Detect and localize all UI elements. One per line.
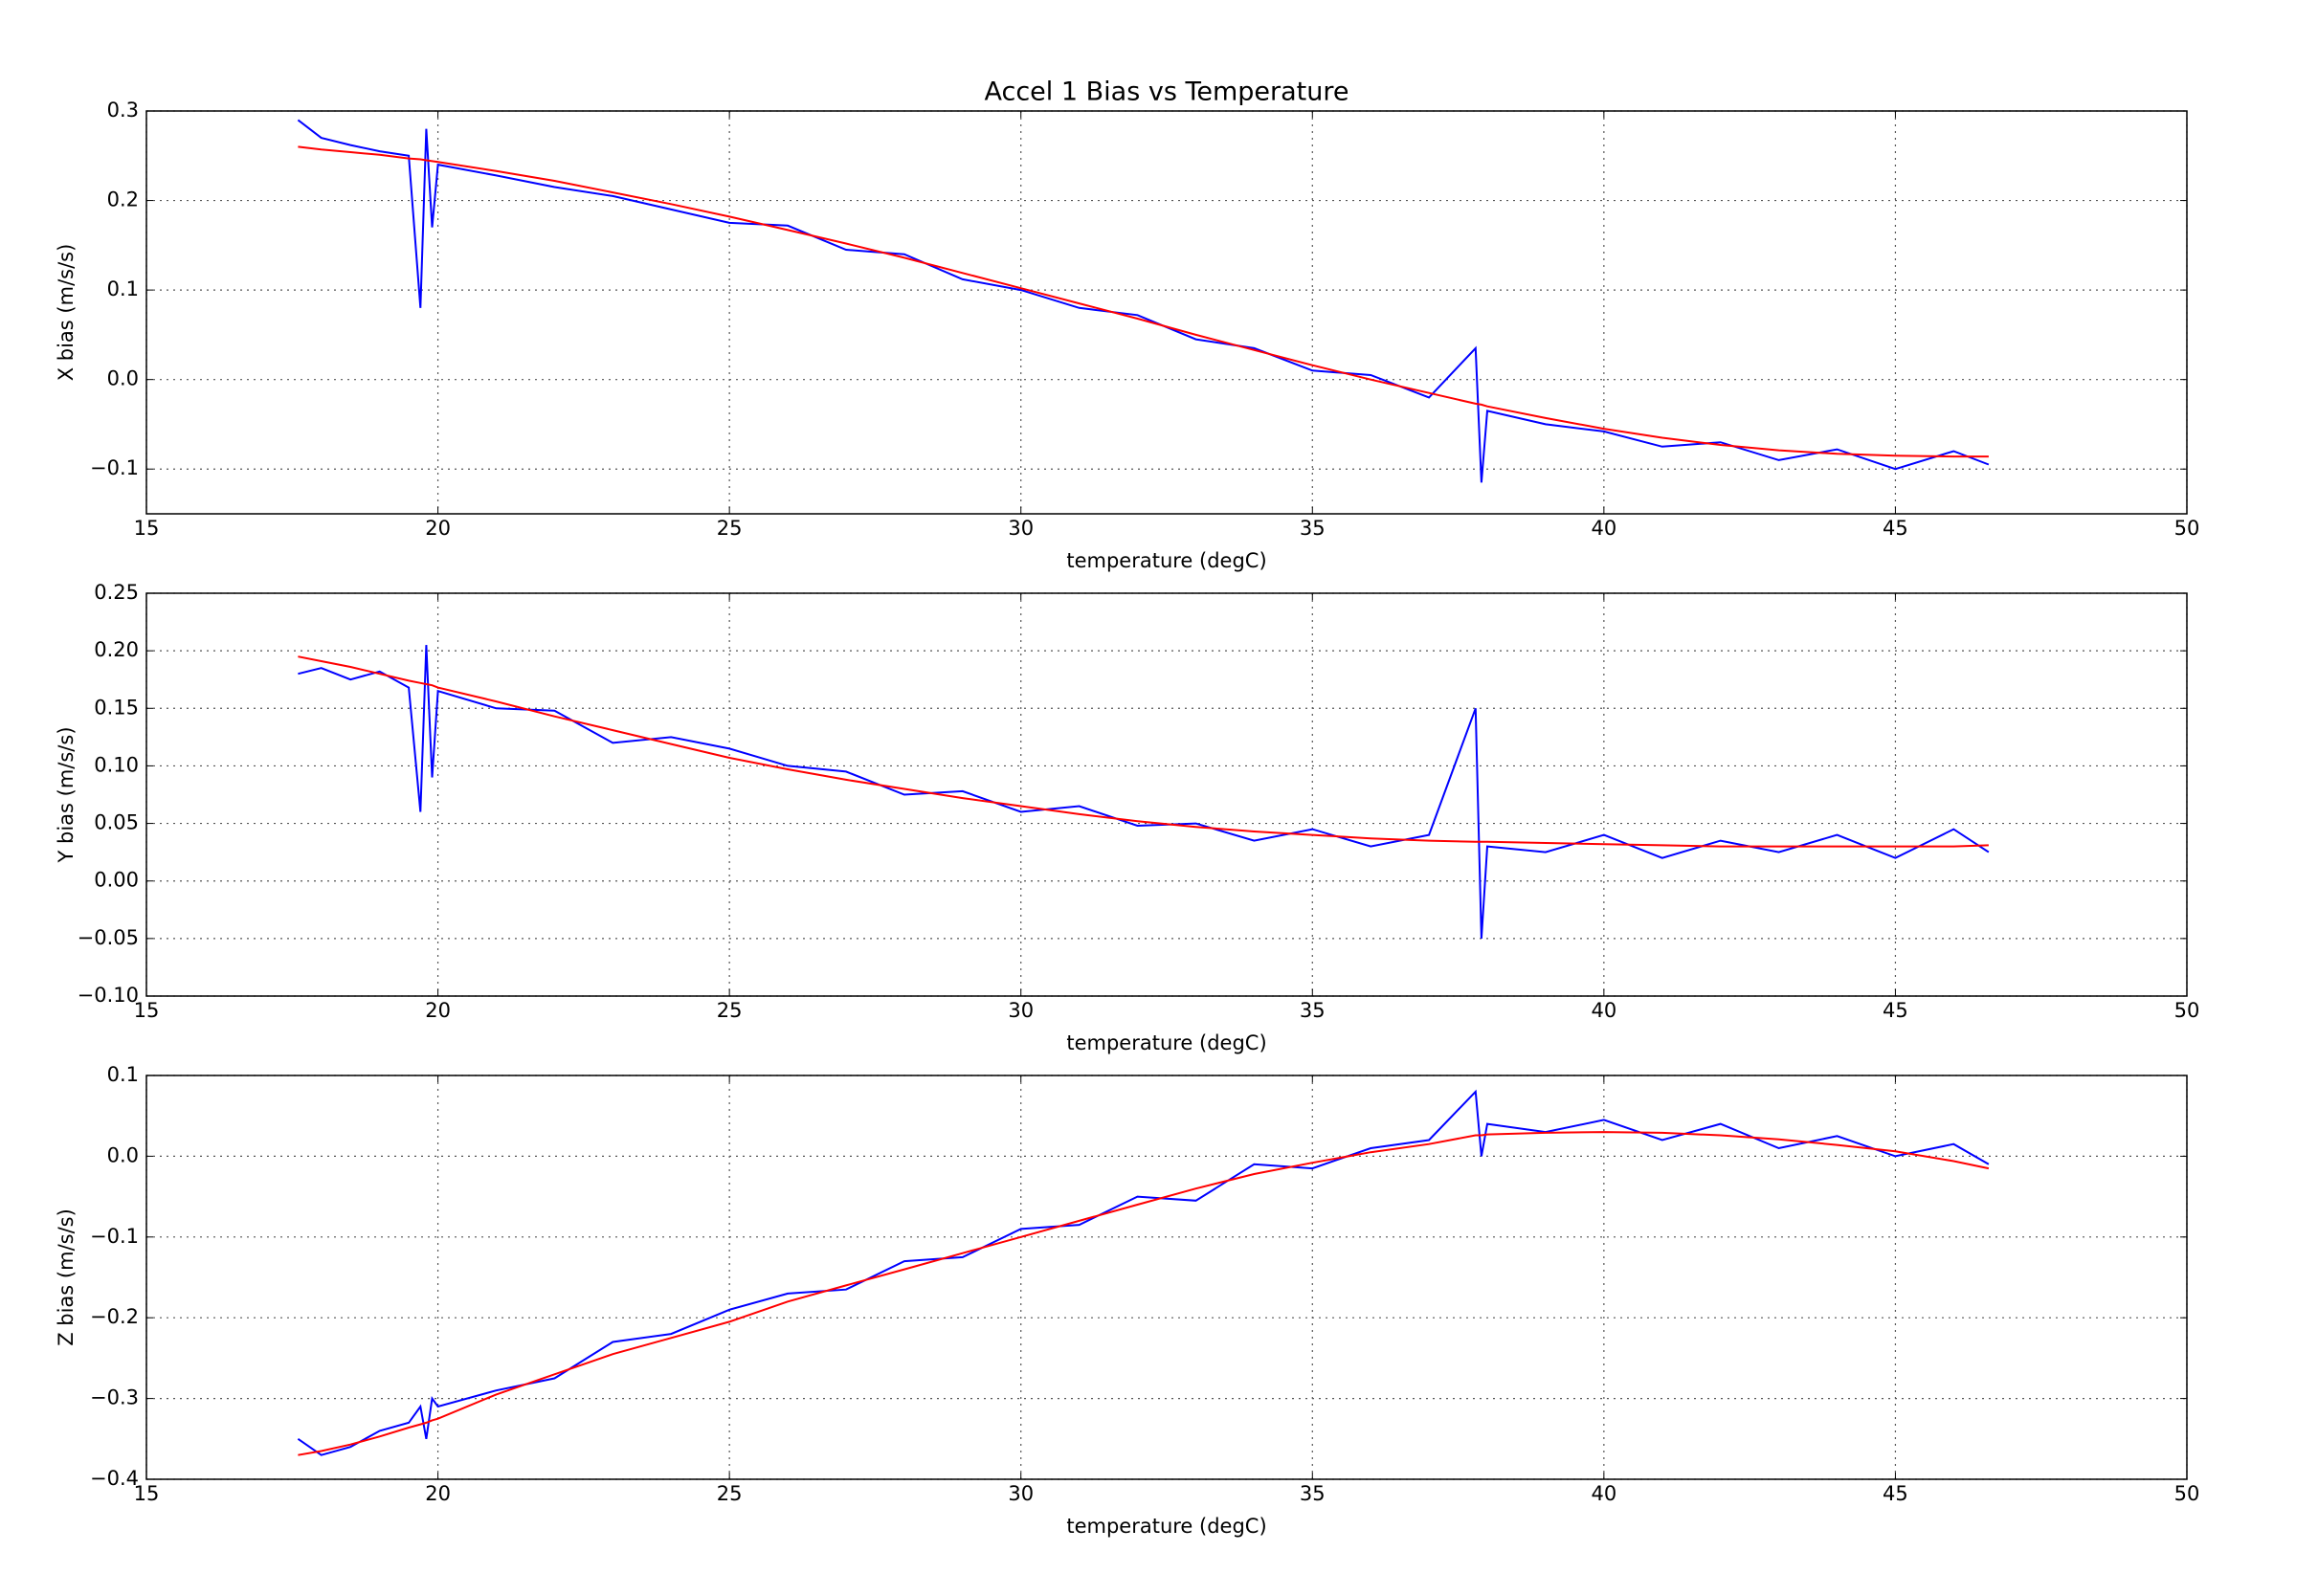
y-tick-label: 0.25 — [94, 581, 139, 604]
data-line — [298, 145, 1989, 458]
y-tick-label: 0.1 — [107, 1063, 139, 1086]
x-tick-label: 40 — [1591, 999, 1616, 1022]
x-tick-label: 30 — [1008, 517, 1034, 540]
y-tick-label: 0.05 — [94, 811, 139, 834]
x-axis-label: temperature (degC) — [1066, 1031, 1266, 1054]
x-tick-label: 25 — [717, 999, 743, 1022]
y-tick-label: −0.10 — [78, 984, 139, 1007]
y-tick-label: 0.10 — [94, 753, 139, 776]
x-tick-label: 40 — [1591, 1482, 1616, 1505]
data-line — [298, 645, 1990, 939]
y-tick-label: 0.15 — [94, 696, 139, 719]
data-line — [297, 1089, 1990, 1456]
y-tick-label: −0.2 — [90, 1305, 139, 1328]
x-tick-label: 50 — [2174, 517, 2200, 540]
x-tick-label: 35 — [1300, 999, 1326, 1022]
plot-frame — [145, 592, 2188, 997]
x-tick-label: 20 — [425, 1482, 451, 1505]
y-tick-label: −0.1 — [90, 1225, 139, 1248]
y-tick-label: −0.4 — [90, 1467, 139, 1490]
y-tick-label: −0.3 — [90, 1386, 139, 1409]
x-tick-label: 35 — [1300, 1482, 1326, 1505]
y-tick-label: −0.05 — [78, 926, 139, 949]
x-tick-label: 40 — [1591, 517, 1616, 540]
x-tick-label: 30 — [1008, 999, 1034, 1022]
x-tick-label: 45 — [1883, 517, 1908, 540]
x-tick-label: 50 — [2174, 1482, 2200, 1505]
x-tick-label: 25 — [717, 1482, 743, 1505]
x-tick-label: 50 — [2174, 999, 2200, 1022]
x-tick-label: 35 — [1300, 517, 1326, 540]
data-line — [297, 119, 1990, 483]
x-tick-label: 15 — [134, 517, 160, 540]
x-tick-label: 30 — [1008, 1482, 1034, 1505]
x-tick-label: 45 — [1883, 1482, 1908, 1505]
x-axis-label: temperature (degC) — [1066, 1515, 1266, 1538]
x-tick-label: 25 — [717, 517, 743, 540]
plot-frame — [145, 110, 2188, 515]
y-tick-label: −0.1 — [90, 456, 139, 479]
plot-frame — [145, 1075, 2188, 1480]
chart-title: Accel 1 Bias vs Temperature — [984, 78, 1348, 107]
y-axis-label: Z bias (m/s/s) — [55, 1208, 78, 1346]
y-axis-label: Y bias (m/s/s) — [55, 726, 78, 863]
y-tick-label: 0.0 — [107, 1143, 139, 1166]
y-tick-label: 0.00 — [94, 869, 139, 892]
x-tick-label: 20 — [425, 517, 451, 540]
y-tick-label: 0.20 — [94, 638, 139, 661]
data-line — [298, 1131, 1990, 1456]
x-tick-label: 45 — [1883, 999, 1908, 1022]
y-tick-label: 0.0 — [107, 367, 139, 390]
y-tick-label: 0.2 — [107, 188, 139, 211]
x-axis-label: temperature (degC) — [1066, 549, 1266, 572]
y-tick-label: 0.3 — [107, 99, 139, 122]
x-tick-label: 15 — [134, 999, 160, 1022]
x-tick-label: 20 — [425, 999, 451, 1022]
y-tick-label: 0.1 — [107, 277, 139, 300]
data-line — [298, 655, 1989, 848]
x-tick-label: 15 — [134, 1482, 160, 1505]
y-axis-label: X bias (m/s/s) — [55, 244, 78, 382]
